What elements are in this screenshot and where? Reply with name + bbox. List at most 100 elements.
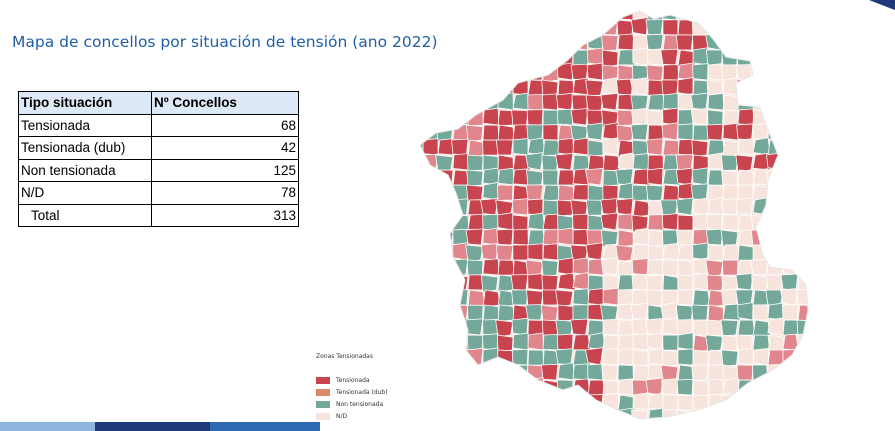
municipality-cell	[797, 409, 808, 419]
municipality-cell	[555, 19, 574, 36]
municipality-cell	[557, 184, 575, 202]
municipality-cell	[767, 377, 784, 396]
municipality-cell	[645, 109, 664, 128]
municipality-cell	[767, 107, 786, 126]
municipality-cell	[616, 124, 634, 143]
municipality-cell	[645, 19, 664, 36]
municipality-cell	[796, 182, 808, 201]
municipality-cell	[782, 244, 800, 262]
municipality-cell	[467, 394, 484, 411]
municipality-cell	[811, 363, 820, 380]
legend-label: N/D	[336, 412, 348, 420]
municipality-cell	[510, 49, 529, 67]
legend-swatch	[316, 376, 330, 384]
municipality-cell	[632, 364, 651, 382]
municipality-cell	[752, 137, 771, 156]
row-value: 78	[151, 181, 299, 205]
municipality-cell	[526, 64, 544, 81]
municipality-cell	[796, 79, 808, 96]
municipality-cell	[737, 94, 755, 111]
municipality-cell	[420, 289, 424, 307]
municipality-cell	[660, 302, 679, 321]
municipality-cell	[813, 320, 820, 337]
municipality-cell	[795, 332, 808, 351]
municipality-cell	[766, 152, 784, 171]
municipality-cell	[420, 259, 439, 277]
municipality-cell	[752, 32, 769, 51]
municipality-cell	[676, 378, 694, 396]
municipality-cell	[510, 274, 529, 291]
municipality-cell	[706, 123, 724, 141]
municipality-cell	[436, 319, 454, 336]
municipality-cell	[527, 408, 546, 419]
municipality-cell	[782, 47, 800, 66]
municipality-cell	[512, 228, 529, 246]
municipality-cell	[570, 107, 589, 126]
municipality-cell	[557, 362, 576, 381]
municipality-cell	[542, 392, 561, 411]
municipality-cell	[420, 182, 424, 201]
municipality-cell	[645, 33, 664, 51]
legend-label: Non tensionada	[336, 400, 384, 408]
municipality-cell	[480, 19, 499, 37]
row-value: 68	[151, 113, 299, 137]
municipality-cell	[452, 62, 469, 81]
municipality-cell	[676, 229, 694, 246]
municipality-cell	[645, 377, 664, 396]
municipality-cell	[451, 198, 469, 216]
municipality-cell	[797, 229, 808, 246]
municipality-cell	[542, 228, 560, 246]
municipality-cell	[422, 274, 439, 293]
municipality-cell	[782, 124, 799, 143]
municipality-cell	[692, 63, 709, 81]
municipality-cell	[813, 244, 820, 260]
municipality-cell	[422, 379, 439, 398]
municipality-cell	[526, 109, 544, 126]
municipality-cell	[617, 364, 634, 381]
municipality-cell	[766, 62, 784, 81]
municipality-cell	[497, 304, 515, 322]
municipality-cell	[496, 228, 514, 246]
municipality-cell	[527, 198, 544, 216]
municipality-cell	[631, 273, 649, 291]
municipality-cell	[692, 154, 709, 173]
municipality-cell	[782, 92, 801, 111]
page-title: Mapa de concellos por situación de tensi…	[12, 33, 438, 51]
municipality-cell	[600, 92, 619, 111]
municipality-cell	[765, 199, 784, 216]
municipality-cell	[767, 34, 785, 53]
municipality-cell	[556, 11, 574, 21]
municipality-cell	[466, 94, 484, 112]
municipality-cell	[420, 379, 426, 396]
bottom-color-bar	[0, 422, 320, 431]
municipality-cell	[422, 229, 441, 247]
municipality-cell	[437, 198, 454, 216]
municipality-cell	[436, 364, 454, 381]
table-row: Tensionada 68	[18, 113, 299, 137]
municipality-cell	[797, 11, 808, 21]
municipality-cell	[677, 289, 694, 306]
municipality-cell	[422, 197, 439, 216]
municipality-cell	[720, 154, 739, 171]
municipality-cell	[452, 49, 469, 68]
municipality-cell	[525, 304, 544, 321]
municipality-cell	[722, 244, 741, 261]
municipality-cell	[645, 317, 664, 336]
municipality-cell	[512, 11, 531, 23]
municipality-cell	[617, 152, 636, 171]
municipality-cell	[480, 198, 499, 216]
municipality-cell	[661, 378, 679, 396]
municipality-cell	[572, 11, 589, 21]
municipality-cell	[482, 182, 500, 201]
municipality-cell	[617, 33, 635, 51]
legend-item-tensionada: Tensionada	[316, 374, 388, 386]
municipality-cell	[811, 125, 820, 142]
municipality-cell	[722, 34, 739, 51]
municipality-cell	[602, 379, 620, 397]
municipality-cell	[617, 229, 634, 248]
municipality-cell	[721, 259, 739, 276]
municipality-cell	[632, 392, 649, 411]
municipality-cell	[660, 199, 679, 216]
municipality-cell	[632, 243, 650, 261]
municipality-cell	[782, 377, 799, 396]
